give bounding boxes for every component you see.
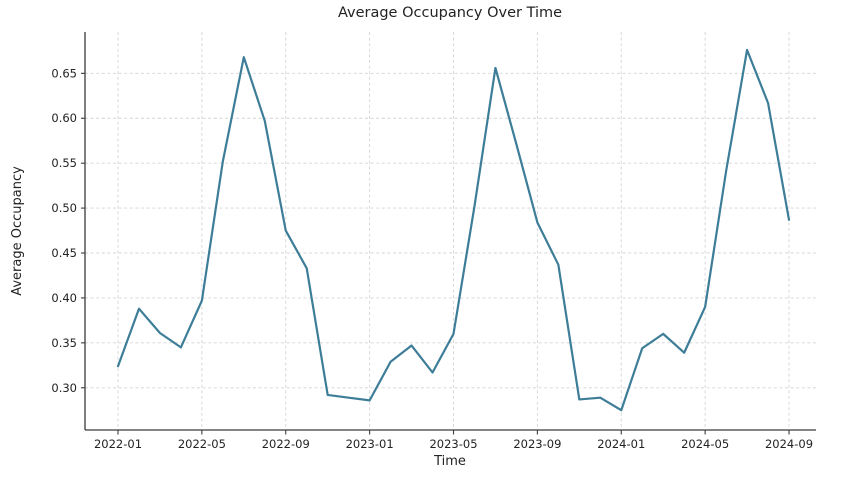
axes-spines-and-ticks [81, 32, 816, 435]
y-tick-label: 0.30 [51, 381, 77, 395]
x-tick-label: 2023-01 [346, 437, 394, 451]
x-tick-label: 2023-09 [513, 437, 561, 451]
x-tick-label: 2022-09 [262, 437, 310, 451]
series-line-average-occupancy [116, 48, 791, 412]
x-tick-label: 2022-01 [94, 437, 142, 451]
y-tick-label: 0.40 [51, 291, 77, 305]
y-tick-label: 0.35 [51, 336, 77, 350]
y-tick-label: 0.50 [51, 201, 77, 215]
x-tick-label: 2022-05 [178, 437, 226, 451]
y-tick-labels: 0.30 0.35 0.40 0.45 0.50 0.55 0.60 0.65 [51, 66, 77, 394]
x-axis-label: Time [433, 454, 466, 469]
gridlines [85, 32, 816, 430]
y-axis-label: Average Occupancy [10, 166, 25, 296]
x-tick-label: 2024-05 [681, 437, 729, 451]
x-tick-label: 2024-01 [597, 437, 645, 451]
x-tick-labels: 2022-01 2022-05 2022-09 2023-01 2023-05 2023-… [94, 437, 813, 451]
x-tick-label: 2024-09 [765, 437, 813, 451]
y-tick-label: 0.55 [51, 156, 77, 170]
y-tick-label: 0.65 [51, 66, 77, 80]
x-tick-label: 2023-05 [429, 437, 477, 451]
y-tick-label: 0.45 [51, 246, 77, 260]
y-tick-label: 0.60 [51, 111, 77, 125]
chart-title: Average Occupancy Over Time [338, 5, 562, 21]
